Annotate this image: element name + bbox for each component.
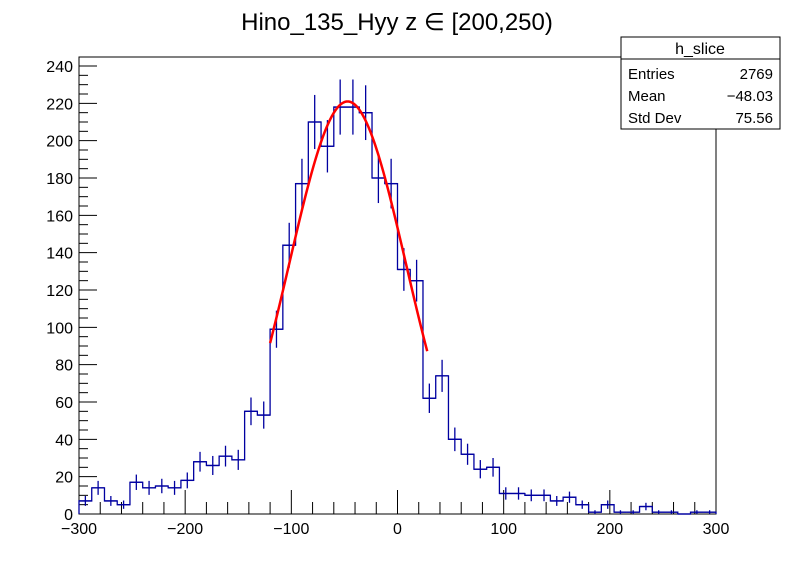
- y-tick-label: 240: [46, 59, 73, 76]
- stats-entries-value: 2769: [740, 66, 773, 83]
- y-tick-label: 20: [55, 470, 73, 487]
- plot-frame: [78, 56, 717, 515]
- y-tick-label: 100: [46, 320, 73, 337]
- y-tick-label: 200: [46, 134, 73, 151]
- stats-mean-label: Mean: [628, 88, 666, 105]
- x-tick-label: 0: [393, 521, 402, 538]
- stats-mean-value: −48.03: [727, 88, 773, 105]
- gaussian-fit-curve: [268, 100, 429, 352]
- stats-entries-label: Entries: [628, 66, 675, 83]
- stats-stddev-label: Std Dev: [628, 110, 682, 127]
- x-tick-label: 300: [703, 521, 730, 538]
- x-tick-label: 200: [596, 521, 623, 538]
- stats-stddev-value: 75.56: [735, 110, 773, 127]
- y-tick-label: 220: [46, 96, 73, 113]
- x-tick-label: −200: [167, 521, 203, 538]
- y-tick-label: 120: [46, 283, 73, 300]
- y-tick-label: 160: [46, 208, 73, 225]
- y-tick-label: 0: [64, 507, 73, 524]
- x-tick-label: −300: [61, 521, 97, 538]
- y-tick-label: 60: [55, 395, 73, 412]
- stats-title: h_slice: [675, 41, 725, 58]
- y-tick-label: 180: [46, 171, 73, 188]
- y-tick-label: 40: [55, 432, 73, 449]
- y-tick-label: 80: [55, 358, 73, 375]
- x-tick-label: −100: [273, 521, 309, 538]
- histogram-outline: [78, 106, 717, 515]
- stats-box: h_slice Entries 2769 Mean −48.03 Std Dev…: [620, 36, 781, 130]
- x-tick-label: 100: [490, 521, 517, 538]
- chart-title: Hino_135_Hyy z ∈ [200,250): [241, 9, 553, 36]
- y-tick-label: 140: [46, 246, 73, 263]
